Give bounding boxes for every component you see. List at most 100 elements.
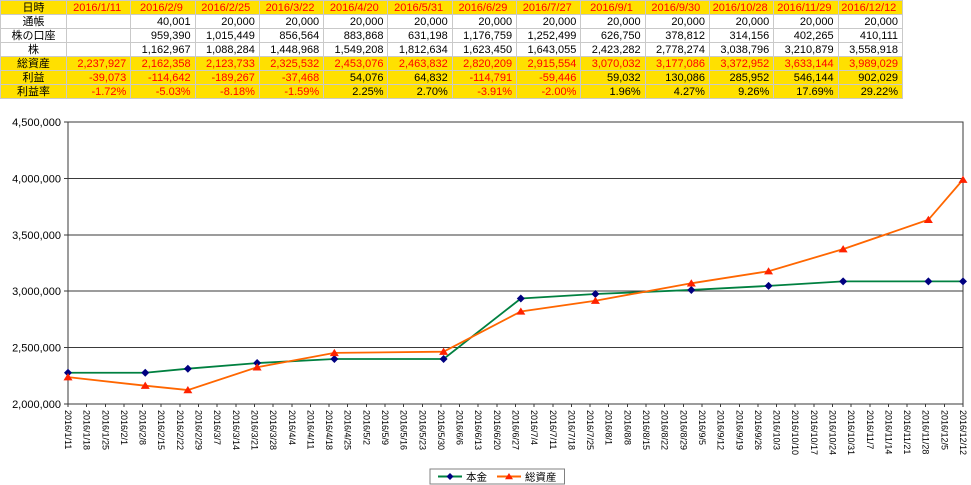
- x-axis-label: 2016/2/29: [194, 410, 204, 450]
- cell[interactable]: 20,000: [258, 14, 325, 29]
- cell[interactable]: 64,832: [387, 70, 453, 85]
- cell[interactable]: -1.72%: [65, 84, 132, 99]
- cell[interactable]: 2,915,554: [516, 56, 582, 71]
- cell[interactable]: 3,038,796: [708, 42, 775, 57]
- cell[interactable]: 2016/7/27: [516, 0, 582, 15]
- cell[interactable]: -189,267: [194, 70, 260, 85]
- cell[interactable]: 2,325,532: [258, 56, 325, 71]
- series-line-total-assets: [67, 179, 964, 391]
- cell[interactable]: 3,070,032: [580, 56, 646, 71]
- cell[interactable]: -3.91%: [451, 84, 518, 99]
- cell[interactable]: 626,750: [580, 28, 646, 43]
- cell[interactable]: 54,076: [323, 70, 389, 85]
- cell[interactable]: 3,989,029: [837, 56, 904, 71]
- row-label: 日時: [0, 0, 67, 15]
- cell[interactable]: [65, 42, 132, 57]
- cell[interactable]: 2016/2/9: [130, 0, 196, 15]
- cell[interactable]: 20,000: [708, 14, 775, 29]
- cell[interactable]: 2016/12/12: [837, 0, 904, 15]
- cell[interactable]: 3,372,952: [708, 56, 775, 71]
- cell[interactable]: 2016/5/31: [387, 0, 453, 15]
- cell[interactable]: 902,029: [837, 70, 904, 85]
- cell[interactable]: [65, 28, 132, 43]
- cell[interactable]: -114,791: [451, 70, 518, 85]
- cell[interactable]: 3,177,086: [644, 56, 710, 71]
- cell[interactable]: 285,952: [708, 70, 775, 85]
- cell[interactable]: -59,446: [516, 70, 582, 85]
- cell[interactable]: 1,252,499: [516, 28, 582, 43]
- assets-chart[interactable]: 2,000,000 2,500,000 3,000,000 3,500,000 4,00…: [0, 98, 971, 485]
- cell[interactable]: 40,001: [130, 14, 196, 29]
- cell[interactable]: 2,453,076: [323, 56, 389, 71]
- cell[interactable]: 546,144: [773, 70, 839, 85]
- cell[interactable]: 3,633,144: [773, 56, 839, 71]
- cell[interactable]: 20,000: [644, 14, 710, 29]
- cell[interactable]: 2016/3/22: [258, 0, 325, 15]
- cell[interactable]: -39,073: [65, 70, 132, 85]
- cell[interactable]: 3,210,879: [773, 42, 839, 57]
- cell[interactable]: 4.27%: [644, 84, 710, 99]
- cell[interactable]: 20,000: [194, 14, 260, 29]
- cell[interactable]: -8.18%: [194, 84, 260, 99]
- cell[interactable]: 1,176,759: [451, 28, 518, 43]
- row-label: 通帳: [0, 14, 67, 29]
- cell[interactable]: 631,198: [387, 28, 453, 43]
- cell[interactable]: 1.96%: [580, 84, 646, 99]
- cell[interactable]: 2,123,733: [194, 56, 260, 71]
- cell[interactable]: 1,643,055: [516, 42, 582, 57]
- cell[interactable]: -37,468: [258, 70, 325, 85]
- cell[interactable]: 59,032: [580, 70, 646, 85]
- cell[interactable]: [65, 14, 132, 29]
- cell[interactable]: 20,000: [323, 14, 389, 29]
- cell[interactable]: 20,000: [387, 14, 453, 29]
- cell[interactable]: 2,423,282: [580, 42, 646, 57]
- cell[interactable]: 20,000: [516, 14, 582, 29]
- cell[interactable]: 2,820,209: [451, 56, 518, 71]
- cell[interactable]: 2016/6/29: [451, 0, 518, 15]
- cell[interactable]: 1,088,284: [194, 42, 260, 57]
- cell[interactable]: 2016/9/1: [580, 0, 646, 15]
- x-axis-label: 2016/4/4: [287, 410, 297, 445]
- cell[interactable]: 2016/1/11: [65, 0, 132, 15]
- cell[interactable]: 378,812: [644, 28, 710, 43]
- cell[interactable]: 20,000: [451, 14, 518, 29]
- cell[interactable]: 130,086: [644, 70, 710, 85]
- cell[interactable]: 402,265: [773, 28, 839, 43]
- cell[interactable]: -114,642: [130, 70, 196, 85]
- cell[interactable]: -2.00%: [516, 84, 582, 99]
- cell[interactable]: 3,558,918: [837, 42, 904, 57]
- cell[interactable]: 2016/2/25: [194, 0, 260, 15]
- cell[interactable]: 20,000: [580, 14, 646, 29]
- cell[interactable]: 2,162,358: [130, 56, 196, 71]
- cell[interactable]: 1,015,449: [194, 28, 260, 43]
- cell[interactable]: 2,778,274: [644, 42, 710, 57]
- cell[interactable]: 856,564: [258, 28, 325, 43]
- cell[interactable]: 1,549,208: [323, 42, 389, 57]
- cell[interactable]: 1,448,968: [258, 42, 325, 57]
- cell[interactable]: 1,162,967: [130, 42, 196, 57]
- cell[interactable]: 20,000: [773, 14, 839, 29]
- cell[interactable]: 2016/4/20: [323, 0, 389, 15]
- row-label: 総資産: [0, 56, 67, 71]
- x-axis-label: 2016/11/21: [902, 410, 912, 454]
- cell[interactable]: 2,237,927: [65, 56, 132, 71]
- cell[interactable]: 2.25%: [323, 84, 389, 99]
- cell[interactable]: 17.69%: [773, 84, 839, 99]
- cell[interactable]: 2016/10/28: [708, 0, 775, 15]
- cell[interactable]: 20,000: [837, 14, 904, 29]
- cell[interactable]: 29.22%: [837, 84, 904, 99]
- cell[interactable]: 1,623,450: [451, 42, 518, 57]
- cell[interactable]: 2.70%: [387, 84, 453, 99]
- cell[interactable]: 2016/11/29: [773, 0, 839, 15]
- cell[interactable]: 883,868: [323, 28, 389, 43]
- cell[interactable]: -1.59%: [258, 84, 325, 99]
- cell[interactable]: 410,111: [837, 28, 904, 43]
- cell[interactable]: -5.03%: [130, 84, 196, 99]
- cell[interactable]: 314,156: [708, 28, 775, 43]
- cell[interactable]: 1,812,634: [387, 42, 453, 57]
- x-axis-label: 2016/7/25: [585, 410, 595, 450]
- cell[interactable]: 2016/9/30: [644, 0, 710, 15]
- cell[interactable]: 9.26%: [708, 84, 775, 99]
- cell[interactable]: 959,390: [130, 28, 196, 43]
- cell[interactable]: 2,463,832: [387, 56, 453, 71]
